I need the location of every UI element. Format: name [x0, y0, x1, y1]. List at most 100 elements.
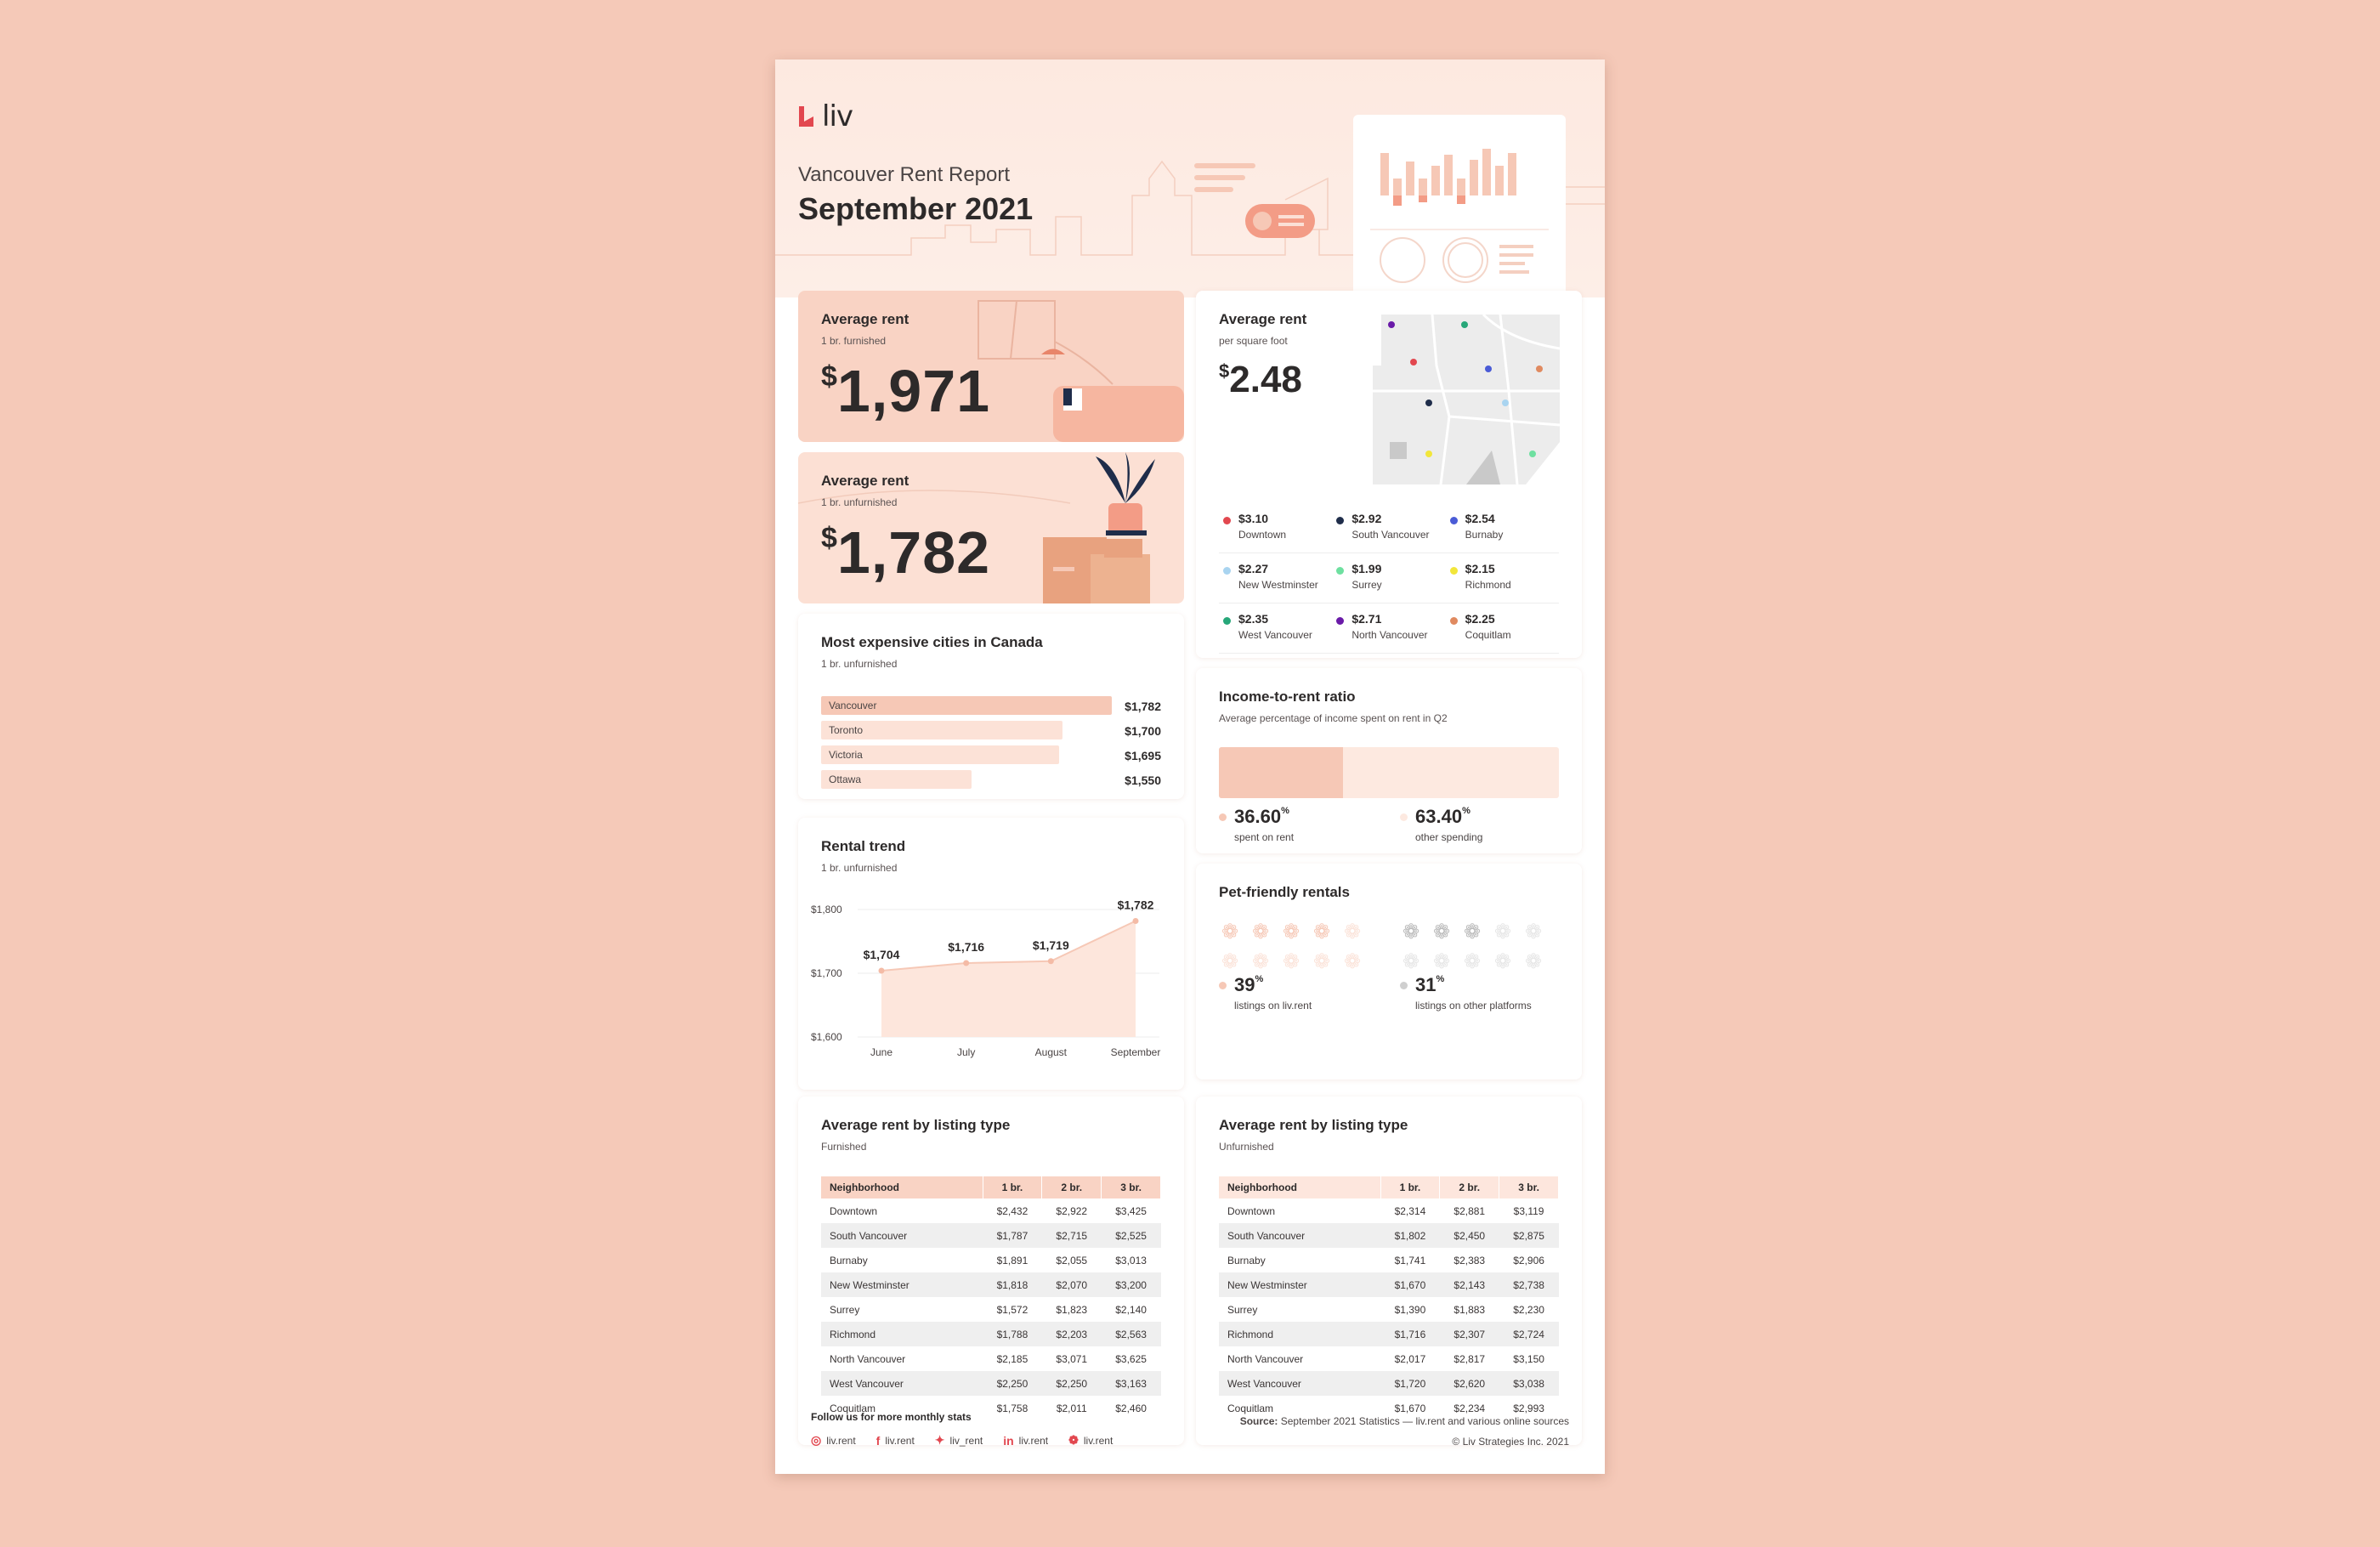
- card-subtitle: Average percentage of income spent on re…: [1219, 712, 1448, 724]
- price-per-sqft: $1.99: [1352, 562, 1382, 575]
- rent-cell: $1,802: [1380, 1223, 1440, 1248]
- rent-cell: $2,875: [1499, 1223, 1559, 1248]
- social-link[interactable]: ◎ liv.rent: [811, 1433, 856, 1448]
- vancouver-map: [1373, 314, 1560, 484]
- city-rent-value: $1,695: [1125, 749, 1161, 762]
- city-bar: [821, 770, 972, 789]
- percent-sign: %: [1462, 806, 1470, 816]
- table-row: Surrey $1,572 $1,823 $2,140: [821, 1297, 1161, 1322]
- table-row: Richmond $1,716 $2,307 $2,724: [1219, 1322, 1559, 1346]
- paw-icon: ❁: [1432, 950, 1451, 973]
- paw-icon: ❁: [1282, 950, 1300, 973]
- city-rent-value: $1,700: [1125, 724, 1161, 738]
- rent-cell: $3,071: [1056, 1352, 1088, 1365]
- rent-cell: $1,670: [1394, 1402, 1426, 1414]
- table-row: West Vancouver $1,720 $2,620 $3,038: [1219, 1371, 1559, 1396]
- table-row: Surrey $1,390 $1,883 $2,230: [1219, 1297, 1559, 1322]
- card-title: Average rent: [1219, 311, 1307, 327]
- rent-cell: $3,150: [1513, 1352, 1544, 1365]
- paw-icon: ❁: [1402, 921, 1420, 944]
- social-link[interactable]: f liv.rent: [876, 1433, 915, 1448]
- paw-icon: ❁: [1221, 950, 1239, 973]
- rent-cell: $2,140: [1115, 1303, 1147, 1316]
- neighborhood-cell: Burnaby: [1227, 1254, 1266, 1266]
- rent-cell: $3,038: [1499, 1371, 1559, 1396]
- neighborhood-name: Richmond: [1465, 579, 1511, 591]
- rent-cell: $1,758: [996, 1402, 1028, 1414]
- social-handle: liv.rent: [1018, 1434, 1049, 1447]
- data-label: $1,716: [948, 940, 984, 954]
- social-link[interactable]: ❁ liv.rent: [1068, 1433, 1113, 1448]
- table-header-row: Neighborhood 1 br. 2 br. 3 br.: [1219, 1176, 1559, 1198]
- legend-dot: [1400, 982, 1408, 989]
- price-per-sqft: $2.35: [1238, 612, 1269, 626]
- neighborhood-cell: Downtown: [830, 1204, 878, 1217]
- neighborhood-name: Coquitlam: [1465, 629, 1511, 641]
- rent-cell: $2,817: [1454, 1352, 1486, 1365]
- other-pet-stat: 31% listings on other platforms: [1400, 974, 1532, 1012]
- currency-symbol: $: [1219, 360, 1230, 382]
- column-header: 1 br.: [983, 1176, 1043, 1198]
- rent-cell: $2,203: [1041, 1322, 1102, 1346]
- rent-cell: $1,716: [1380, 1322, 1440, 1346]
- paw-icon: ❁: [1312, 921, 1331, 944]
- table-row: Downtown $2,432 $2,922 $3,425: [821, 1198, 1161, 1223]
- paw-icon: ❁: [1432, 921, 1451, 944]
- report-subtitle: Vancouver Rent Report: [798, 163, 1011, 186]
- neighborhood-legend-item: $2.71 North Vancouver: [1332, 604, 1446, 654]
- rent-cell: $2,922: [1056, 1204, 1088, 1217]
- price-per-sqft: $2.15: [1465, 562, 1495, 575]
- city-bar: [821, 696, 1112, 715]
- rent-cell: $2,011: [1056, 1402, 1087, 1414]
- rent-cell: $2,450: [1439, 1223, 1499, 1248]
- legend-dot: [1336, 517, 1345, 524]
- neighborhood-cell: Burnaby: [830, 1254, 868, 1266]
- price-per-sqft: $2.25: [1465, 612, 1495, 626]
- neighborhood-cell: Coquitlam: [830, 1402, 876, 1414]
- paw-icon: ❁: [1493, 921, 1512, 944]
- x-tick-label: June: [870, 1046, 892, 1058]
- column-header: 2 br.: [1439, 1176, 1500, 1198]
- rent-cell: $3,625: [1115, 1352, 1147, 1365]
- card-title: Pet-friendly rentals: [1219, 884, 1350, 900]
- rent-cell: $2,017: [1394, 1352, 1426, 1365]
- paw-icon: ❁: [1524, 950, 1543, 973]
- source-text: September 2021 Statistics — liv.rent and…: [1280, 1415, 1569, 1427]
- social-links: ◎ liv.rent f liv.rent ✦ liv_rent in liv.rent ❁ li…: [811, 1433, 1113, 1448]
- city-name: Vancouver: [829, 700, 877, 711]
- card-title: Average rent: [821, 473, 910, 489]
- table-row: Coquitlam $1,758 $2,011 $2,460: [821, 1396, 1161, 1420]
- city-bar: [821, 745, 1060, 764]
- liv-pet-stat: 39% listings on liv.rent: [1219, 974, 1312, 1012]
- social-link[interactable]: ✦ liv_rent: [935, 1433, 983, 1448]
- social-handle: liv.rent: [1083, 1434, 1114, 1447]
- table-row: New Westminster $1,670 $2,143 $2,738: [1219, 1272, 1559, 1297]
- column-header: Neighborhood: [821, 1176, 983, 1198]
- table-row: West Vancouver $2,250 $2,250 $3,163: [821, 1371, 1161, 1396]
- hero-banner: liv Vancouver Rent Report September 2021: [775, 60, 1605, 298]
- neighborhood-name: Burnaby: [1465, 529, 1504, 541]
- legend-dot: [1449, 617, 1458, 625]
- brand-logo[interactable]: liv: [798, 99, 853, 133]
- rent-amount: 1,782: [836, 519, 991, 586]
- legend-dot: [1400, 813, 1408, 821]
- rent-cell: $2,881: [1454, 1204, 1486, 1217]
- twitter-icon: ✦: [934, 1433, 945, 1447]
- rent-cell: $2,432: [996, 1204, 1028, 1217]
- rent-cell: $2,307: [1439, 1322, 1499, 1346]
- rent-cell: $2,230: [1513, 1303, 1544, 1316]
- price-per-sqft: $2.92: [1352, 512, 1382, 525]
- report-title: September 2021: [798, 191, 1034, 226]
- average-rent-unfurnished-card: Average rent 1 br. unfurnished $1,782: [798, 452, 1184, 604]
- social-link[interactable]: in liv.rent: [1003, 1433, 1048, 1448]
- legend-dot: [1449, 517, 1458, 524]
- income-ratio-bar: [1219, 747, 1559, 798]
- city-bar-row: Ottawa $1,550: [821, 770, 1161, 789]
- rent-cell: $2,143: [1439, 1272, 1499, 1297]
- neighborhood-cell: New Westminster: [821, 1272, 983, 1297]
- x-tick-label: July: [957, 1046, 975, 1058]
- table-row: South Vancouver $1,787 $2,715 $2,525: [821, 1223, 1161, 1248]
- neighborhood-cell: South Vancouver: [1219, 1223, 1380, 1248]
- rent-share-stat: 36.60% spent on rent: [1219, 806, 1294, 843]
- city-bar-row: Victoria $1,695: [821, 745, 1161, 764]
